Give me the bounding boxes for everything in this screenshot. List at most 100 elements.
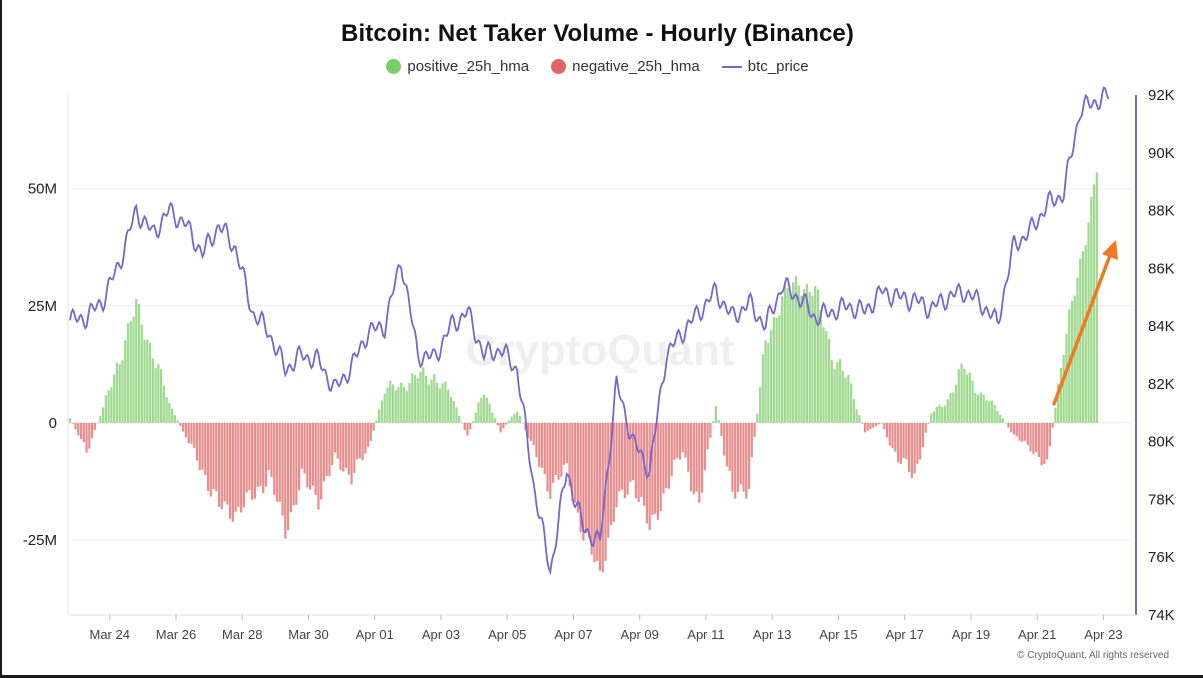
positive-bar: [176, 420, 179, 423]
positive-bar: [400, 382, 403, 423]
positive-bar: [965, 374, 969, 423]
negative-bar: [295, 422, 298, 505]
negative-bar: [532, 422, 535, 446]
positive-bar: [110, 387, 113, 423]
legend-item-btc-price[interactable]: btc_price: [721, 58, 809, 75]
positive-bar: [844, 377, 847, 423]
negative-bar: [651, 422, 654, 515]
negative-bar: [234, 422, 237, 512]
positive-bar: [113, 374, 116, 423]
negative-bar: [883, 422, 886, 430]
negative-bar: [739, 422, 742, 485]
negative-bar: [1012, 422, 1016, 435]
positive-bar: [165, 397, 168, 423]
negative-bar: [582, 422, 585, 541]
negative-bar: [695, 422, 698, 492]
positive-bar: [1076, 277, 1079, 423]
positive-bar: [96, 422, 99, 424]
negative-bar: [585, 422, 588, 534]
positive-bar: [1057, 383, 1060, 423]
negative-bar: [267, 422, 270, 470]
positive-bar: [1065, 333, 1068, 423]
negative-bar: [565, 422, 568, 464]
legend-item-negative[interactable]: negative_25h_hma: [551, 58, 700, 75]
x-tick-label: Apr 21: [1018, 627, 1056, 642]
negative-bar: [921, 422, 925, 448]
positive-bar: [767, 342, 770, 423]
negative-bar: [505, 422, 508, 425]
negative-bar: [645, 422, 648, 524]
positive-bar: [775, 317, 778, 423]
negative-bar: [1026, 422, 1029, 445]
positive-bar: [816, 289, 820, 423]
negative-bar: [1015, 422, 1018, 437]
negative-bar: [311, 422, 315, 486]
positive-bar: [389, 380, 392, 423]
negative-bar: [193, 422, 196, 448]
negative-bar: [734, 422, 737, 499]
negative-bar: [637, 422, 640, 503]
negative-bar: [93, 422, 96, 430]
positive-bar: [1092, 184, 1096, 423]
positive-bar: [930, 413, 933, 423]
positive-bar: [375, 420, 378, 423]
positive-bar: [968, 372, 971, 423]
x-tick-label: Apr 03: [422, 627, 460, 642]
negative-bar: [325, 422, 328, 477]
negative-bar: [885, 422, 889, 438]
negative-bar: [317, 422, 320, 510]
negative-bar: [284, 422, 287, 539]
positive-bar: [386, 387, 389, 423]
positive-bar: [121, 360, 124, 423]
positive-bar: [764, 340, 767, 423]
negative-bar: [289, 422, 292, 513]
positive-bar: [424, 376, 428, 423]
negative-bar: [753, 422, 756, 437]
positive-bar: [932, 411, 936, 423]
positive-bar: [427, 384, 430, 423]
x-tick-label: Apr 17: [886, 627, 924, 642]
negative-bar: [615, 422, 618, 508]
x-tick-label: Mar 26: [156, 627, 196, 642]
negative-bar: [654, 422, 657, 514]
frame-bottom-border: [0, 675, 1203, 678]
negative-bar: [684, 422, 687, 458]
negative-bar: [342, 422, 345, 472]
negative-bar: [201, 422, 204, 470]
positive-bar: [819, 309, 822, 423]
positive-bar: [808, 291, 811, 423]
positive-bar: [154, 368, 157, 423]
y-right-tick-label: 90K: [1148, 145, 1175, 162]
negative-bar: [598, 422, 602, 571]
negative-bar: [612, 422, 615, 522]
negative-bar: [1018, 422, 1021, 441]
bar-layer: [68, 172, 1098, 573]
negative-bar: [215, 422, 218, 492]
positive-bar: [999, 414, 1002, 423]
negative-bar: [270, 422, 273, 478]
positive-bar: [982, 394, 985, 423]
positive-bar: [941, 406, 944, 423]
negative-bar: [320, 422, 323, 500]
negative-bar: [187, 422, 190, 444]
negative-bar: [725, 422, 729, 467]
positive-bar: [1084, 245, 1087, 423]
positive-bar: [68, 418, 72, 423]
legend-item-positive[interactable]: positive_25h_hma: [386, 58, 529, 75]
negative-bar: [899, 422, 902, 465]
btc-price-line: [69, 86, 1110, 576]
positive-bar: [146, 339, 149, 423]
negative-bar: [259, 422, 262, 486]
negative-bar: [896, 422, 900, 463]
positive-bar: [971, 380, 974, 423]
positive-bar: [1070, 300, 1074, 423]
y-left-tick-label: 25M: [28, 298, 57, 315]
negative-bar: [195, 422, 199, 461]
positive-bar: [411, 373, 414, 423]
x-tick-label: Apr 23: [1084, 627, 1122, 642]
negative-bar: [877, 422, 880, 425]
negative-bar: [924, 422, 927, 433]
negative-bar: [74, 422, 77, 430]
y-right-tick-label: 82K: [1148, 376, 1175, 393]
